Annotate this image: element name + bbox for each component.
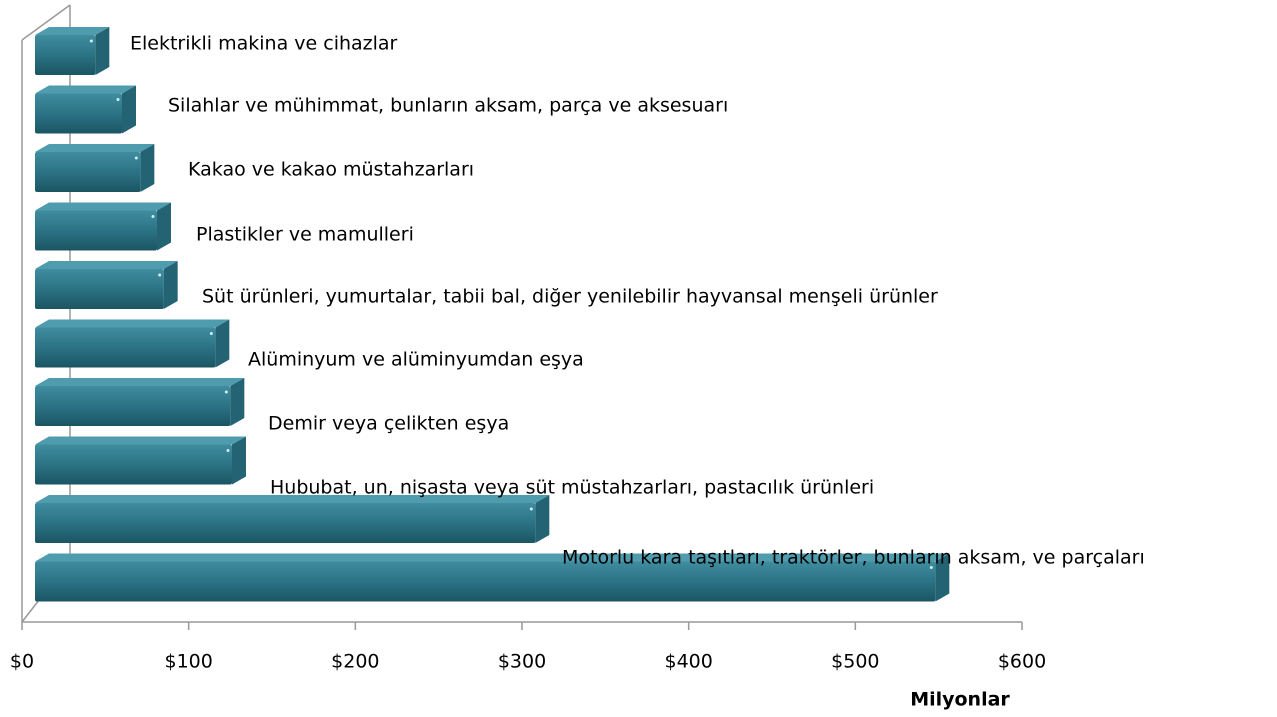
bar (35, 144, 155, 192)
bar (35, 495, 550, 543)
bar (35, 553, 950, 602)
x-axis-label: Milyonlar (910, 689, 1010, 711)
bar (35, 85, 136, 134)
x-tick-label: $200 (331, 651, 379, 673)
bar (35, 436, 246, 485)
category-label: Süt ürünleri, yumurtalar, tabii bal, diğ… (202, 286, 938, 308)
category-label: Plastikler ve mamulleri (196, 224, 414, 246)
x-tick-label: $600 (998, 651, 1046, 673)
category-label: Alüminyum ve alüminyumdan eşya (248, 349, 584, 371)
bar (35, 27, 110, 75)
x-tick-label: $300 (498, 651, 546, 673)
category-label: Demir veya çelikten eşya (268, 413, 509, 435)
category-label: Kakao ve kakao müstahzarları (188, 159, 474, 181)
bar (35, 378, 245, 426)
bar (35, 202, 171, 251)
category-label: Elektrikli makina ve cihazlar (130, 33, 398, 55)
x-tick-label: $0 (10, 651, 34, 673)
category-label: Motorlu kara taşıtları, traktörler, bunl… (562, 547, 1145, 569)
x-tick-label: $100 (164, 651, 212, 673)
category-label: Hububat, un, nişasta veya süt müstahzarl… (270, 477, 874, 499)
bar (35, 261, 178, 309)
x-tick-label: $400 (664, 651, 712, 673)
category-label: Silahlar ve mühimmat, bunların aksam, pa… (168, 95, 728, 117)
bar (35, 319, 230, 368)
x-tick-label: $500 (831, 651, 879, 673)
